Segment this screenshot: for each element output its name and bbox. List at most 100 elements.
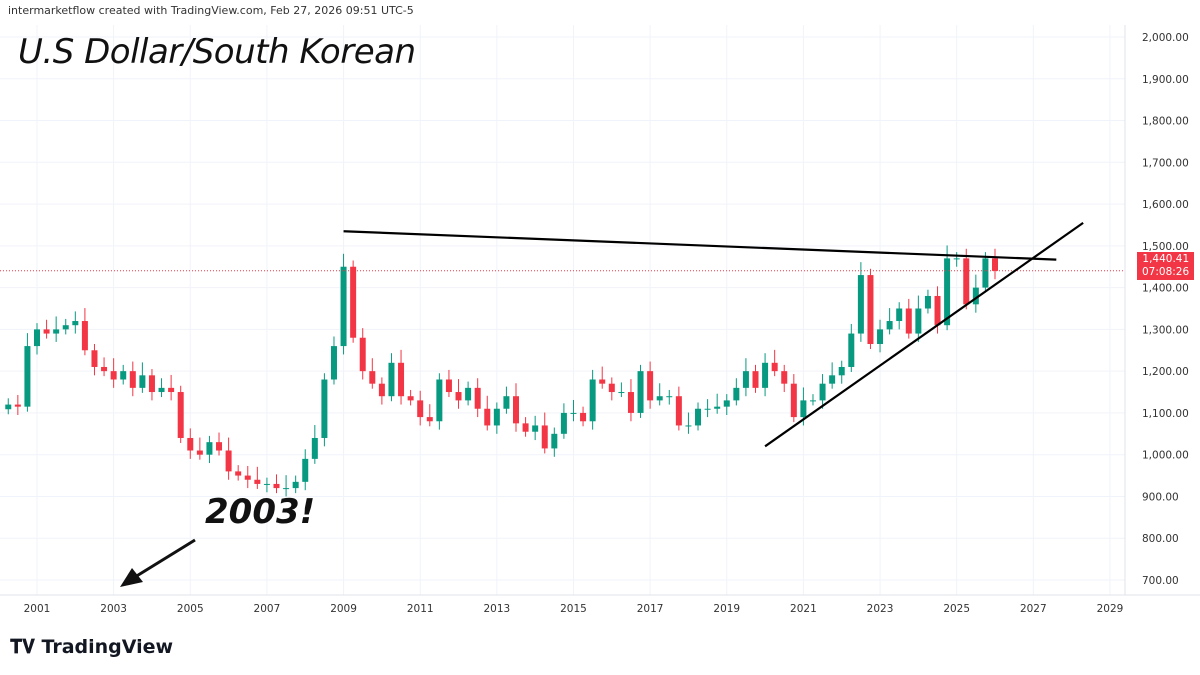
candle-body: [225, 450, 232, 472]
x-tick-label: 2017: [637, 603, 664, 615]
y-tick-label: 900.00: [1142, 491, 1179, 503]
candle-body: [53, 329, 60, 334]
candle-body: [24, 346, 31, 407]
candle-body: [685, 425, 692, 427]
candle-body: [742, 371, 749, 388]
candle-body: [148, 375, 155, 393]
y-tick-label: 1,300.00: [1142, 324, 1189, 336]
candle-body: [800, 400, 807, 418]
candle-body: [532, 425, 539, 432]
y-tick-label: 1,900.00: [1142, 74, 1189, 86]
candle-body: [5, 404, 12, 410]
candle-body: [426, 417, 433, 422]
candle-body: [637, 371, 644, 413]
y-tick-label: 1,000.00: [1142, 450, 1189, 462]
last-price-label: 1,440.41 07:08:26: [1137, 252, 1195, 280]
countdown: 07:08:26: [1142, 266, 1190, 278]
candle-body: [273, 483, 280, 489]
candle-body: [982, 258, 989, 288]
y-tick-label: 1,100.00: [1142, 408, 1189, 420]
candle-body: [771, 362, 778, 372]
candle-body: [235, 471, 242, 476]
tradingview-logo[interactable]: 𝐓𝐕 TradingView: [10, 636, 173, 658]
candle-body: [905, 308, 912, 334]
candle-body: [522, 423, 529, 432]
candle-body: [829, 375, 836, 384]
y-tick-label: 1,400.00: [1142, 283, 1189, 295]
x-tick-label: 2021: [790, 603, 817, 615]
y-tick-label: 1,500.00: [1142, 241, 1189, 253]
x-tick-label: 2013: [483, 603, 510, 615]
x-tick-label: 2011: [407, 603, 434, 615]
candle-body: [484, 408, 491, 426]
candle-body: [656, 396, 663, 401]
candle-body: [608, 383, 615, 393]
candle-body: [877, 329, 884, 344]
candle-body: [733, 387, 740, 401]
candle-body: [560, 412, 567, 434]
candle-body: [455, 392, 462, 401]
candle-body: [915, 308, 922, 334]
candle-body: [618, 392, 625, 394]
candle-body: [857, 275, 864, 334]
credit-text: intermarketflow created with TradingView…: [8, 4, 414, 17]
candle-body: [417, 400, 424, 418]
candle-body: [177, 392, 184, 438]
candle-body: [110, 371, 117, 380]
candle-body: [675, 396, 682, 426]
candle-body: [790, 383, 797, 418]
candle-body: [62, 325, 69, 330]
candle-body: [120, 371, 127, 380]
x-tick-label: 2001: [24, 603, 51, 615]
candle-body: [589, 379, 596, 422]
candle-body: [350, 266, 357, 338]
y-tick-label: 1,600.00: [1142, 199, 1189, 211]
x-tick-label: 2019: [713, 603, 740, 615]
candle-body: [196, 450, 203, 455]
candle-body: [503, 396, 510, 409]
candle-body: [896, 308, 903, 322]
candle-body: [158, 387, 165, 393]
candle-body: [992, 258, 998, 271]
logo-text: TradingView: [41, 636, 174, 658]
candle-body: [666, 396, 673, 398]
arrow-shaft: [134, 538, 196, 579]
candle-body: [838, 366, 845, 376]
candle-body: [867, 275, 874, 344]
candle-body: [187, 437, 194, 451]
candle-body: [378, 383, 385, 397]
candle-body: [129, 371, 136, 388]
candle-body: [369, 371, 376, 384]
y-tick-label: 700.00: [1142, 575, 1179, 587]
candle-body: [762, 362, 769, 388]
chart-title: U.S Dollar/South Korean: [18, 32, 416, 72]
candle-body: [599, 379, 606, 384]
candle-body: [513, 396, 519, 424]
candle-body: [340, 266, 347, 347]
x-tick-label: 2015: [560, 603, 587, 615]
candle-body: [302, 458, 309, 482]
y-tick-label: 1,700.00: [1142, 157, 1189, 169]
y-tick-label: 1,200.00: [1142, 366, 1189, 378]
candle-body: [436, 379, 443, 422]
candle-body: [781, 371, 788, 384]
candle-body: [72, 321, 79, 326]
candle-body: [407, 396, 414, 401]
candle-body: [139, 375, 146, 388]
candle-body: [168, 387, 175, 393]
candle-body: [474, 387, 481, 409]
arrow-head-icon: [120, 568, 143, 587]
x-tick-label: 2025: [943, 603, 970, 615]
candle-body: [953, 258, 960, 260]
candle-body: [283, 488, 290, 490]
candle-body: [311, 437, 318, 459]
candle-body: [551, 433, 558, 449]
candle-body: [216, 442, 223, 451]
candle-body: [848, 333, 855, 367]
y-tick-label: 800.00: [1142, 533, 1179, 545]
candle-body: [723, 400, 730, 407]
x-tick-label: 2027: [1020, 603, 1047, 615]
candle-body: [388, 362, 395, 397]
candle-body: [924, 295, 931, 309]
